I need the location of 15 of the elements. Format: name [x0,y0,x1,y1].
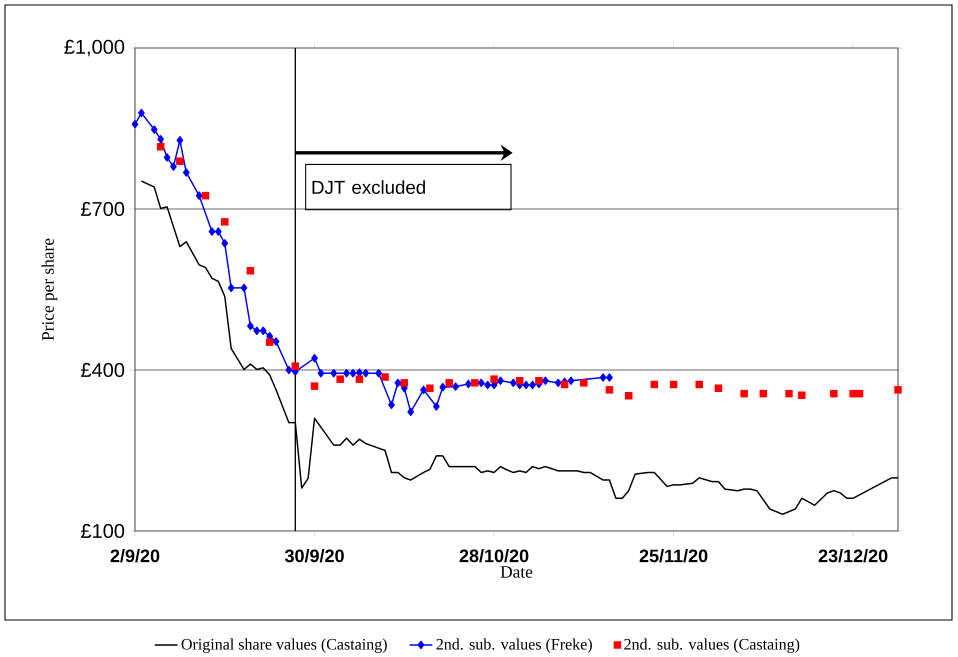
legend-label: Original share values (Castaing) [182,638,387,653]
x-tick-label: 30/9/20 [284,549,344,562]
x-tick-label: 25/11/20 [640,549,708,562]
annotation: DJT excluded [312,180,425,194]
legend-label: 2nd. sub. values (Freke) [436,638,592,653]
y-tick-label: £700 [81,202,124,216]
y-tick-label: £1,000 [64,40,124,56]
x-tick-label: 28/10/20 [460,549,528,562]
y-tick-label: £100 [81,524,124,538]
x-axis-title: Date [500,566,532,578]
y-axis-title: Price per share [42,238,58,340]
x-tick-label: 2/9/20 [110,549,160,562]
y-tick-label: £400 [81,362,124,378]
x-tick-label: 23/12/20 [818,549,888,562]
legend-label: 2nd. sub. values (Castaing) [624,638,800,653]
